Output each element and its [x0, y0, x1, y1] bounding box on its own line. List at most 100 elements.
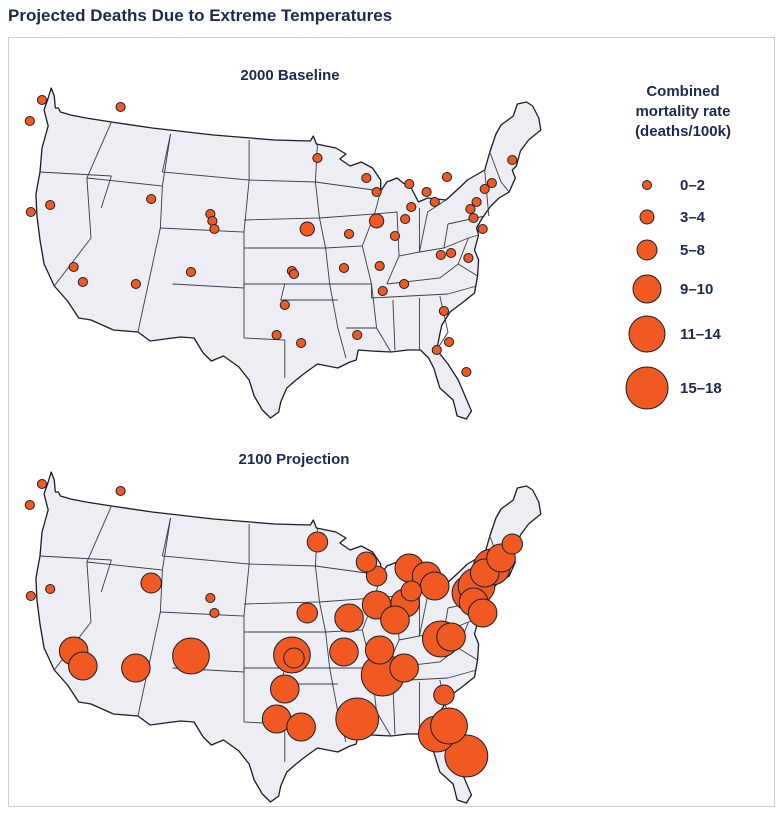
map-title-2100: 2100 Projection: [239, 451, 350, 468]
city-markers: [24, 95, 518, 377]
city-marker: [68, 651, 98, 681]
city-marker: [77, 277, 88, 287]
city-marker: [468, 213, 479, 223]
city-marker: [352, 330, 363, 340]
city-marker: [25, 207, 36, 217]
city-marker: [429, 197, 440, 207]
city-marker: [286, 712, 316, 742]
legend-marker: [639, 209, 655, 225]
city-marker: [404, 179, 415, 189]
city-marker: [343, 229, 355, 239]
city-marker: [371, 187, 382, 197]
map-2100-projection: [24, 471, 542, 804]
city-marker: [463, 253, 474, 263]
city-marker: [435, 250, 446, 260]
city-marker: [24, 500, 35, 510]
city-marker: [441, 172, 453, 182]
legend-label: 5–8: [680, 242, 705, 259]
city-marker: [185, 267, 197, 277]
city-marker: [389, 231, 401, 241]
city-marker: [45, 584, 56, 594]
city-marker: [334, 603, 364, 633]
legend-marker: [642, 180, 652, 190]
city-marker: [296, 338, 307, 348]
legend-label: 3–4: [680, 209, 706, 226]
city-marker: [419, 571, 450, 601]
city-marker: [146, 194, 157, 204]
city-marker: [25, 591, 36, 601]
city-marker: [364, 635, 395, 665]
city-marker: [389, 653, 419, 683]
city-marker: [209, 608, 220, 618]
city-marker: [130, 279, 141, 289]
legend-label: 11–14: [680, 326, 722, 343]
city-marker: [443, 337, 455, 347]
city-marker: [335, 697, 380, 741]
city-marker: [279, 300, 290, 310]
city-marker: [477, 224, 488, 234]
city-marker: [115, 486, 126, 496]
city-marker: [400, 214, 411, 224]
city-marker: [400, 580, 422, 602]
city-marker: [355, 551, 378, 573]
city-marker: [479, 184, 490, 194]
city-marker: [368, 213, 385, 229]
city-marker: [271, 330, 282, 340]
map-2000-baseline: [24, 87, 542, 420]
city-marker: [115, 102, 126, 112]
city-marker: [121, 653, 151, 683]
city-marker: [36, 479, 48, 489]
city-marker: [461, 367, 472, 377]
city-marker: [406, 202, 417, 212]
city-marker: [361, 173, 372, 183]
city-marker: [209, 224, 220, 234]
city-marker: [433, 684, 455, 706]
city-marker: [270, 674, 300, 704]
figure-frame: [8, 37, 775, 807]
city-marker: [471, 197, 482, 207]
city-marker: [24, 116, 35, 126]
city-marker: [205, 593, 216, 603]
legend-marker: [628, 315, 666, 353]
city-marker: [312, 153, 323, 163]
city-marker: [299, 221, 315, 237]
map-title-2000: 2000 Baseline: [240, 67, 339, 84]
city-marker: [399, 279, 410, 289]
city-marker: [380, 605, 410, 635]
city-marker: [377, 286, 388, 296]
city-marker: [172, 637, 210, 675]
city-marker: [283, 647, 305, 669]
city-marker: [68, 262, 79, 272]
legend-marker: [632, 274, 662, 304]
city-marker: [436, 622, 466, 652]
city-marker: [45, 200, 56, 210]
legend-title-line-2: mortality rate: [635, 103, 730, 120]
city-marker: [421, 187, 432, 197]
legend-title-line-3: (deaths/100k): [635, 123, 731, 140]
city-marker: [430, 707, 468, 745]
city-marker: [296, 602, 318, 624]
city-marker: [338, 263, 350, 273]
city-marker: [36, 95, 48, 105]
city-marker: [140, 572, 162, 594]
city-marker: [444, 734, 489, 778]
city-marker: [507, 155, 518, 165]
state-boundaries: [39, 121, 510, 378]
city-marker: [306, 531, 329, 553]
city-marker: [288, 269, 300, 279]
city-marker: [329, 637, 359, 667]
city-marker: [431, 345, 442, 355]
page-title: Projected Deaths Due to Extreme Temperat…: [8, 6, 393, 25]
legend-title-line-1: Combined: [646, 83, 719, 100]
legend-label: 9–10: [680, 281, 713, 298]
city-marker: [438, 306, 450, 316]
city-marker: [465, 204, 476, 214]
legend: Combined mortality rate (deaths/100k) 0–…: [625, 83, 731, 410]
legend-marker: [625, 366, 669, 410]
city-markers: [24, 479, 523, 778]
city-marker: [445, 248, 457, 258]
legend-label: 0–2: [680, 177, 705, 194]
city-marker: [374, 261, 385, 271]
legend-marker: [636, 239, 658, 261]
